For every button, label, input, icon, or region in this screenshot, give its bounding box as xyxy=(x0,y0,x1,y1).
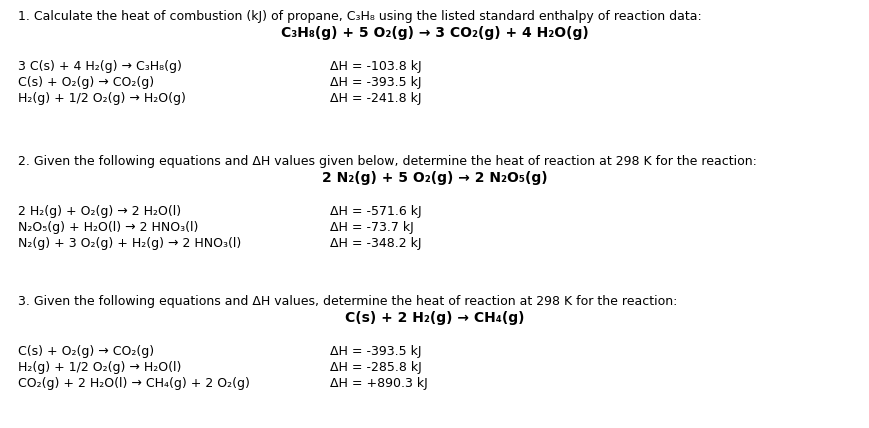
Text: C(s) + O₂(g) → CO₂(g): C(s) + O₂(g) → CO₂(g) xyxy=(18,345,154,358)
Text: ΔH = -571.6 kJ: ΔH = -571.6 kJ xyxy=(329,205,421,218)
Text: 1. Calculate the heat of combustion (kJ) of propane, C₃H₈ using the listed stand: 1. Calculate the heat of combustion (kJ)… xyxy=(18,10,701,23)
Text: C(s) + O₂(g) → CO₂(g): C(s) + O₂(g) → CO₂(g) xyxy=(18,76,154,89)
Text: 3. Given the following equations and ΔH values, determine the heat of reaction a: 3. Given the following equations and ΔH … xyxy=(18,295,677,308)
Text: CO₂(g) + 2 H₂O(l) → CH₄(g) + 2 O₂(g): CO₂(g) + 2 H₂O(l) → CH₄(g) + 2 O₂(g) xyxy=(18,377,249,390)
Text: 3 C(s) + 4 H₂(g) → C₃H₈(g): 3 C(s) + 4 H₂(g) → C₃H₈(g) xyxy=(18,60,182,73)
Text: ΔH = -348.2 kJ: ΔH = -348.2 kJ xyxy=(329,237,421,250)
Text: C₃H₈(g) + 5 O₂(g) → 3 CO₂(g) + 4 H₂O(g): C₃H₈(g) + 5 O₂(g) → 3 CO₂(g) + 4 H₂O(g) xyxy=(281,26,588,40)
Text: ΔH = -393.5 kJ: ΔH = -393.5 kJ xyxy=(329,76,421,89)
Text: C(s) + 2 H₂(g) → CH₄(g): C(s) + 2 H₂(g) → CH₄(g) xyxy=(345,311,524,325)
Text: 2 H₂(g) + O₂(g) → 2 H₂O(l): 2 H₂(g) + O₂(g) → 2 H₂O(l) xyxy=(18,205,181,218)
Text: H₂(g) + 1/2 O₂(g) → H₂O(l): H₂(g) + 1/2 O₂(g) → H₂O(l) xyxy=(18,361,181,374)
Text: 2. Given the following equations and ΔH values given below, determine the heat o: 2. Given the following equations and ΔH … xyxy=(18,155,756,168)
Text: N₂O₅(g) + H₂O(l) → 2 HNO₃(l): N₂O₅(g) + H₂O(l) → 2 HNO₃(l) xyxy=(18,221,198,234)
Text: ΔH = -241.8 kJ: ΔH = -241.8 kJ xyxy=(329,92,421,105)
Text: ΔH = -73.7 kJ: ΔH = -73.7 kJ xyxy=(329,221,414,234)
Text: 2 N₂(g) + 5 O₂(g) → 2 N₂O₅(g): 2 N₂(g) + 5 O₂(g) → 2 N₂O₅(g) xyxy=(322,171,547,185)
Text: N₂(g) + 3 O₂(g) + H₂(g) → 2 HNO₃(l): N₂(g) + 3 O₂(g) + H₂(g) → 2 HNO₃(l) xyxy=(18,237,241,250)
Text: ΔH = -103.8 kJ: ΔH = -103.8 kJ xyxy=(329,60,421,73)
Text: ΔH = +890.3 kJ: ΔH = +890.3 kJ xyxy=(329,377,428,390)
Text: ΔH = -393.5 kJ: ΔH = -393.5 kJ xyxy=(329,345,421,358)
Text: H₂(g) + 1/2 O₂(g) → H₂O(g): H₂(g) + 1/2 O₂(g) → H₂O(g) xyxy=(18,92,186,105)
Text: ΔH = -285.8 kJ: ΔH = -285.8 kJ xyxy=(329,361,421,374)
